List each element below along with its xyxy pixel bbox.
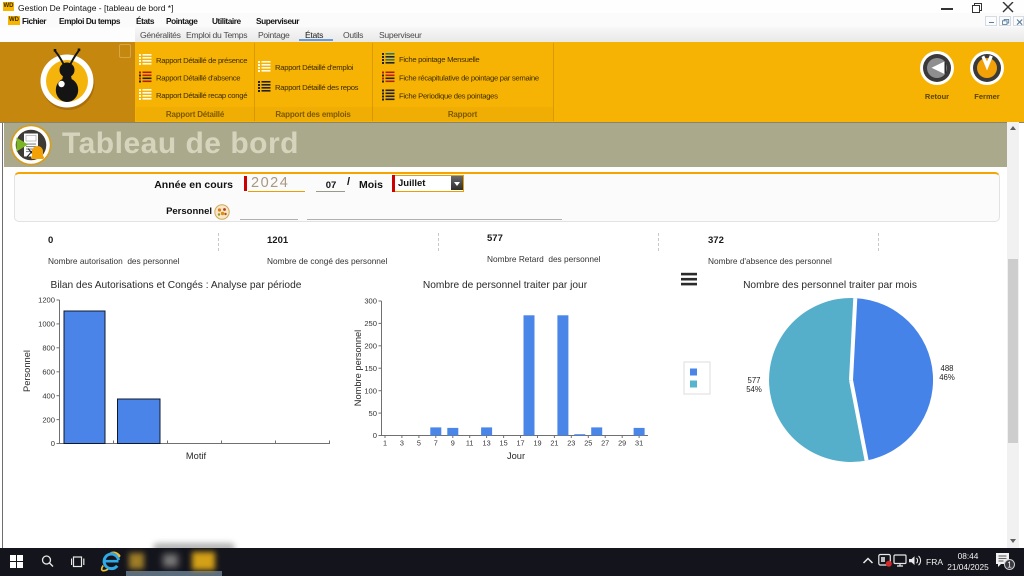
svg-text:13: 13 (483, 439, 491, 448)
svg-text:Jour: Jour (507, 451, 525, 461)
svg-text:200: 200 (42, 415, 55, 424)
svg-text:Rapport Détaillé recap congé: Rapport Détaillé recap congé (156, 91, 247, 100)
svg-text:Motif: Motif (186, 451, 207, 461)
svg-text:0: 0 (51, 439, 55, 448)
svg-text:1: 1 (383, 439, 387, 448)
svg-text:Fiche Periodique des pointages: Fiche Periodique des pointages (399, 92, 498, 101)
svg-text:31: 31 (635, 439, 643, 448)
svg-text:23: 23 (567, 439, 575, 448)
svg-text:25: 25 (584, 439, 592, 448)
svg-text:400: 400 (42, 391, 55, 400)
svg-text:17: 17 (516, 439, 524, 448)
svg-text:300: 300 (364, 297, 377, 306)
svg-text:50: 50 (369, 409, 377, 418)
svg-text:Nombre personnel: Nombre personnel (353, 330, 363, 406)
svg-text:1: 1 (1007, 561, 1012, 570)
svg-text:Rapport Détaillé d'absence: Rapport Détaillé d'absence (156, 74, 240, 83)
svg-text:7: 7 (434, 439, 438, 448)
svg-text:Fiche récapitulative de pointa: Fiche récapitulative de pointage par sem… (399, 74, 539, 83)
svg-text:Rapport Détaillé de présence: Rapport Détaillé de présence (156, 56, 247, 65)
svg-text:1000: 1000 (38, 320, 55, 329)
svg-text:Personnel: Personnel (22, 350, 32, 392)
svg-text:Nombre des personnel traiter p: Nombre des personnel traiter par mois (743, 280, 917, 291)
svg-text:0: 0 (373, 431, 377, 440)
svg-text:19: 19 (533, 439, 541, 448)
svg-text:29: 29 (618, 439, 626, 448)
svg-text:5: 5 (417, 439, 421, 448)
svg-text:Fiche pointage Mensuelle: Fiche pointage Mensuelle (399, 55, 479, 64)
svg-text:600: 600 (42, 367, 55, 376)
svg-text:1200: 1200 (38, 296, 55, 305)
svg-text:488: 488 (940, 364, 953, 373)
svg-text:3: 3 (400, 439, 404, 448)
svg-text:11: 11 (466, 439, 474, 448)
svg-text:250: 250 (364, 319, 377, 328)
svg-text:54%: 54% (746, 385, 762, 394)
svg-text:577: 577 (747, 376, 760, 385)
svg-text:21: 21 (550, 439, 558, 448)
svg-text:Nombre de personnel traiter pa: Nombre de personnel traiter par jour (423, 280, 588, 291)
svg-text:Rapport Détaillé des repos: Rapport Détaillé des repos (275, 83, 359, 92)
svg-text:100: 100 (364, 386, 377, 395)
svg-text:800: 800 (42, 344, 55, 353)
svg-text:9: 9 (451, 439, 455, 448)
svg-text:Bilan des Autorisations et Con: Bilan des Autorisations et Congés : Anal… (51, 280, 302, 291)
svg-text:200: 200 (364, 342, 377, 351)
svg-text:46%: 46% (939, 373, 955, 382)
svg-text:27: 27 (601, 439, 609, 448)
svg-text:15: 15 (500, 439, 508, 448)
svg-text:Rapport Détaillé d'emploi: Rapport Détaillé d'emploi (275, 63, 354, 72)
svg-text:150: 150 (364, 364, 377, 373)
